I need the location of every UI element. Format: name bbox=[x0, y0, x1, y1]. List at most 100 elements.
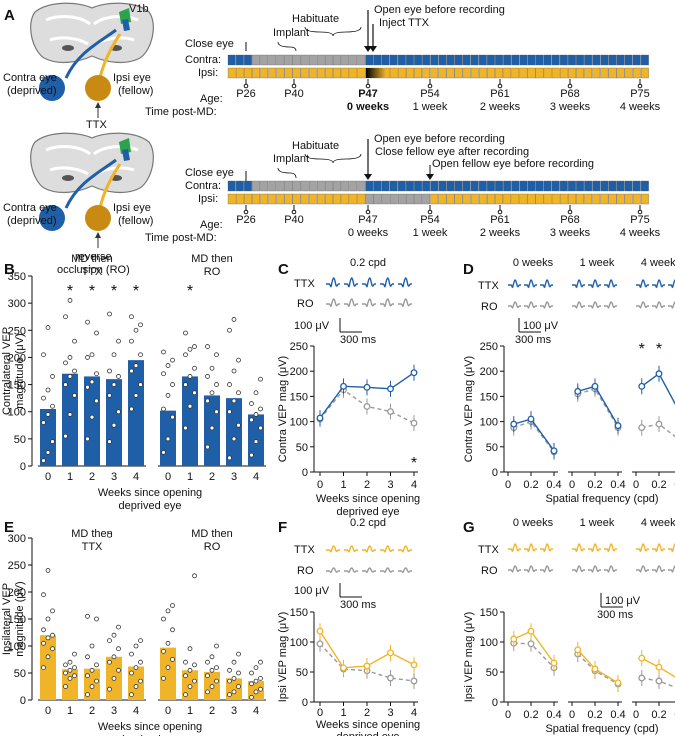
data-point bbox=[192, 573, 197, 579]
ipsi-cell bbox=[446, 67, 455, 79]
ipsi-cell bbox=[640, 193, 649, 205]
brain-diagram-top: V1b Contra eye (deprived) Ipsi eye (fell… bbox=[3, 2, 154, 131]
panel-letter-f: F bbox=[278, 519, 287, 536]
time-value: 1 week bbox=[413, 101, 448, 113]
contra-cell bbox=[624, 180, 633, 192]
data-point bbox=[183, 673, 188, 679]
contra-cell bbox=[462, 54, 471, 66]
vep-trace bbox=[588, 301, 601, 309]
data-point bbox=[41, 665, 46, 670]
x-tick-label: 0.2 bbox=[651, 479, 666, 491]
x-tick-label: 0 bbox=[505, 479, 511, 491]
data-point bbox=[231, 659, 237, 665]
ipsi-cell bbox=[559, 67, 568, 79]
contra-cell bbox=[414, 180, 422, 192]
data-point bbox=[41, 592, 46, 598]
y-tick-label: 150 bbox=[480, 607, 498, 619]
ipsi-cell bbox=[640, 67, 649, 79]
ttx-point bbox=[340, 382, 347, 390]
age-value: P68 bbox=[560, 214, 580, 226]
contra-cell bbox=[608, 54, 617, 66]
data-point bbox=[231, 368, 237, 374]
vep-trace bbox=[572, 279, 585, 289]
vep-trace bbox=[572, 543, 585, 553]
y-tick-label: 200 bbox=[8, 352, 26, 364]
ttx-line bbox=[641, 372, 675, 406]
ipsi-cell bbox=[600, 193, 609, 205]
y-tick-label: 150 bbox=[290, 607, 308, 619]
x-axis-label: deprived eye bbox=[119, 500, 182, 512]
data-point bbox=[133, 643, 139, 649]
contra-cell bbox=[487, 54, 495, 66]
data-point bbox=[133, 665, 139, 670]
x-axis-label: deprived eye bbox=[119, 734, 182, 736]
data-point bbox=[50, 608, 55, 614]
vep-trace bbox=[508, 565, 521, 573]
panel-title: 4 weeks bbox=[641, 517, 675, 529]
ipsi-cell bbox=[503, 193, 512, 205]
vep-trace bbox=[636, 543, 649, 553]
x-tick-label: 4 bbox=[133, 705, 139, 717]
significance-star: * bbox=[639, 341, 645, 358]
x-tick-label: 0.4 bbox=[546, 709, 561, 721]
data-point bbox=[214, 382, 219, 387]
panel-letter-c: C bbox=[278, 261, 289, 278]
annot-habituate: Habituate bbox=[292, 13, 339, 25]
vep-trace bbox=[362, 277, 376, 288]
age-value: P40 bbox=[284, 214, 304, 226]
ipsi-row-label: Ipsi: bbox=[198, 193, 218, 205]
data-point bbox=[227, 678, 232, 684]
data-point bbox=[45, 325, 51, 330]
annot-close-eye: Close eye bbox=[185, 38, 234, 50]
x-tick-label: 3 bbox=[387, 707, 393, 719]
x-tick-label: 1 bbox=[340, 707, 346, 719]
x-tick-label: 0 bbox=[165, 705, 171, 717]
vep-trace bbox=[588, 565, 601, 573]
y-tick-label: 300 bbox=[8, 298, 26, 310]
x-tick-label: 4 bbox=[133, 471, 139, 483]
contra-cell bbox=[632, 54, 641, 66]
vep-trace bbox=[604, 301, 617, 309]
bar bbox=[40, 409, 56, 466]
panel-title: 1 week bbox=[580, 257, 615, 269]
time-post-md-label: Time post-MD: bbox=[145, 106, 217, 118]
ipsi-cell bbox=[252, 193, 260, 205]
data-point bbox=[41, 627, 46, 633]
contra-cell bbox=[235, 54, 244, 66]
age-value: P54 bbox=[420, 88, 440, 100]
contra-cell bbox=[470, 54, 479, 66]
ipsi-cell bbox=[584, 67, 593, 79]
ttx-point bbox=[387, 649, 394, 657]
contra-cell bbox=[640, 54, 649, 66]
vep-trace bbox=[668, 565, 675, 573]
data-point bbox=[107, 638, 112, 643]
contra-cell bbox=[430, 180, 439, 192]
age-value: P61 bbox=[490, 88, 510, 100]
trace-label-ro: RO bbox=[297, 565, 314, 577]
time-value: 2 weeks bbox=[480, 227, 521, 239]
x-tick-label: 0.4 bbox=[610, 709, 625, 721]
contra-cell bbox=[406, 54, 414, 66]
contra-cell bbox=[235, 180, 244, 192]
ipsi-cell bbox=[373, 193, 382, 205]
contra-cell bbox=[268, 180, 277, 192]
contra-cell bbox=[292, 180, 301, 192]
data-point bbox=[205, 344, 210, 349]
ipsi-cell bbox=[406, 67, 414, 79]
ipsi-cell bbox=[235, 67, 244, 79]
data-point bbox=[116, 624, 121, 630]
ipsi-cell bbox=[422, 67, 431, 79]
data-point bbox=[249, 681, 254, 687]
contra-cell bbox=[260, 180, 269, 192]
vep-trace bbox=[344, 298, 358, 308]
contra-eye-label-1: Contra eye bbox=[3, 72, 57, 84]
data-point bbox=[94, 330, 99, 336]
ipsi-cell bbox=[535, 193, 544, 205]
data-point bbox=[50, 403, 55, 409]
y-tick-label: 100 bbox=[480, 417, 498, 429]
annot-close-eye: Close eye bbox=[185, 167, 234, 179]
trace-label-ro: RO bbox=[481, 301, 498, 313]
contra-row-label: Contra: bbox=[185, 180, 221, 192]
